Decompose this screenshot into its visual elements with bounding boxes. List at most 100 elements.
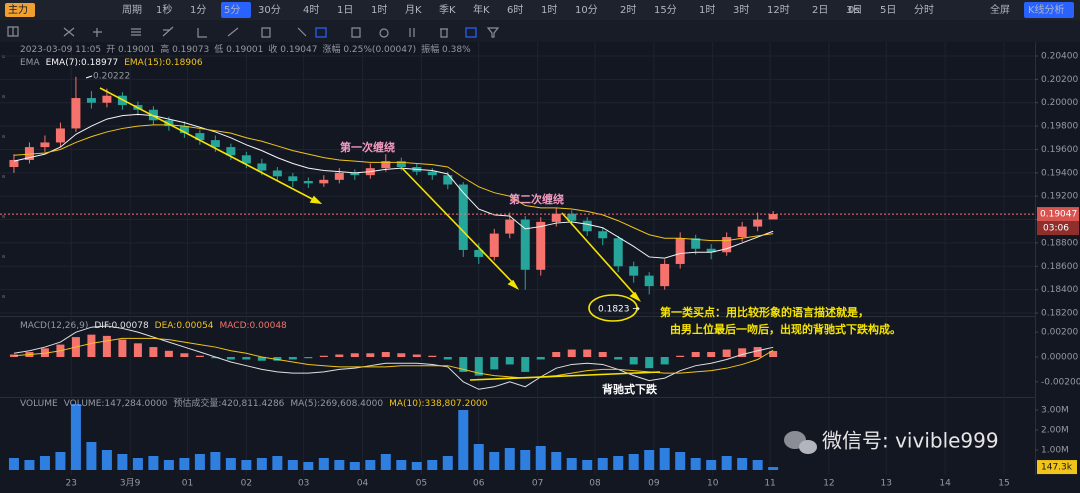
y-tick-label: 1.00M [1041, 446, 1069, 456]
volume-bar [659, 448, 670, 470]
toolbar-item[interactable]: 4时 [303, 4, 319, 16]
macd-bar [583, 349, 592, 357]
low-annotation: 0.1823 → [598, 305, 640, 315]
volume-tag-label: 147.3k [1041, 463, 1073, 473]
macd-bar [753, 347, 762, 357]
toolbar-item[interactable]: 年K [473, 3, 490, 16]
macd-bar [195, 355, 204, 357]
candle-body [303, 181, 313, 184]
volume-bar [613, 456, 624, 470]
line-series [13, 124, 774, 242]
candle-body [768, 214, 778, 220]
toolbar-item[interactable]: 全屏 [990, 3, 1010, 16]
toolbar-item[interactable]: 15分 [654, 4, 677, 16]
candle-body [148, 109, 158, 121]
y-tick-label: 0.19800 [1041, 122, 1078, 132]
candle-body [567, 213, 577, 221]
toolbar-item[interactable]: 1日 [337, 5, 353, 16]
toolbar-item[interactable]: 1时 [371, 4, 387, 16]
toolbar-item[interactable]: 3日 [846, 5, 862, 16]
toolbar-item[interactable]: 周期 [122, 4, 142, 16]
volume-bar [442, 456, 453, 470]
y-tick-label: 0.19600 [1041, 145, 1078, 155]
volume-bar [303, 462, 314, 470]
x-tick-label: 10 [707, 479, 719, 489]
toolbar-item[interactable]: 1分 [190, 4, 206, 16]
high-pointer [85, 75, 93, 79]
candle-body [458, 184, 468, 250]
toolbar-item[interactable]: 月K [405, 4, 422, 16]
legend-item: DIF:0.00078 [94, 321, 149, 331]
toolbar-item[interactable]: 1时 [541, 4, 557, 16]
candle-body [195, 133, 205, 141]
volume-bar [752, 460, 763, 470]
drawing-toolbar [0, 20, 1080, 42]
x-tick-label: 15 [998, 479, 1009, 489]
macd-bar [505, 356, 514, 365]
candle-body [520, 219, 530, 270]
toolbar-item[interactable]: 30分 [258, 4, 281, 16]
candle-body [179, 126, 189, 134]
volume-bar [241, 460, 252, 470]
toolbar-item[interactable]: K线分析 [1028, 3, 1065, 16]
toolbar-item[interactable]: 2日 [812, 5, 828, 16]
toolbar-item[interactable]: 主力 [8, 3, 28, 16]
candle-body [443, 175, 453, 185]
x-tick-label: 03 [298, 479, 309, 489]
toolbar-item[interactable]: 2时 [620, 4, 636, 16]
toolbar-item[interactable]: 0s [848, 5, 860, 16]
annotation-arrows [99, 87, 661, 381]
ema-legend: EMA EMA(7):0.18977 EMA(15):0.18906 [20, 58, 203, 68]
macd-bar [304, 356, 313, 359]
watermark: 微信号: vivible999 [784, 429, 999, 454]
price-tag [1037, 207, 1079, 222]
candle-body [427, 171, 437, 176]
toolbar-item[interactable]: 1时 [699, 4, 715, 16]
toolbar-item[interactable]: 3时 [733, 4, 749, 16]
toolbar-item[interactable]: 5日 [880, 5, 896, 16]
candle-body [350, 172, 360, 176]
candle-body [272, 170, 282, 177]
candle-body [753, 219, 763, 227]
toolbar-item[interactable]: 5分 [224, 4, 240, 16]
volume-bar [132, 458, 143, 470]
toolbar-item[interactable]: 1秒 [156, 3, 172, 16]
macd-bar [242, 356, 251, 360]
volume-bar [737, 458, 748, 470]
toolbar-item[interactable]: 12时 [767, 4, 790, 16]
volume-bar [582, 460, 593, 470]
volume-bar [194, 454, 205, 470]
macd-bar [598, 352, 607, 357]
macd-bar [738, 348, 747, 357]
y-tick-label: 0.18600 [1041, 262, 1078, 272]
legend-item: VOLUME:147,284.0000 [64, 399, 168, 409]
volume-bar [690, 458, 701, 470]
macd-bar [769, 351, 778, 357]
analysis-button [1024, 2, 1074, 18]
macd-bar [397, 353, 406, 357]
volume-tag [1037, 460, 1077, 475]
x-tick-label: 05 [416, 479, 427, 489]
y-tick-label: 0.00000 [1041, 352, 1078, 362]
candle-body [334, 172, 344, 180]
candle-body [660, 263, 670, 287]
toolbar-item[interactable]: 季K [439, 4, 456, 16]
candle-body [210, 140, 220, 148]
marks [0, 76, 1035, 470]
y-tick-label: 3.00M [1041, 406, 1069, 416]
toolbar-item[interactable]: 分时 [914, 4, 934, 16]
toolbar-item[interactable]: 10分 [575, 4, 598, 16]
candle-body [396, 161, 406, 167]
y-tick-label: 0.00200 [1041, 328, 1078, 338]
x-tick-label: 08 [589, 479, 601, 489]
volume-bar [334, 460, 345, 470]
info-item: 高 0.19073 [160, 43, 209, 55]
candle-body [55, 128, 65, 143]
toolbar-item[interactable]: 6时 [507, 4, 523, 16]
legend-item: MACD(12,26,9) [20, 321, 88, 331]
volume-bar [768, 467, 779, 470]
candle-body [691, 238, 701, 249]
info-item: 收 0.19047 [268, 43, 317, 55]
macd-bar [521, 356, 530, 372]
macd-bar [40, 348, 49, 357]
